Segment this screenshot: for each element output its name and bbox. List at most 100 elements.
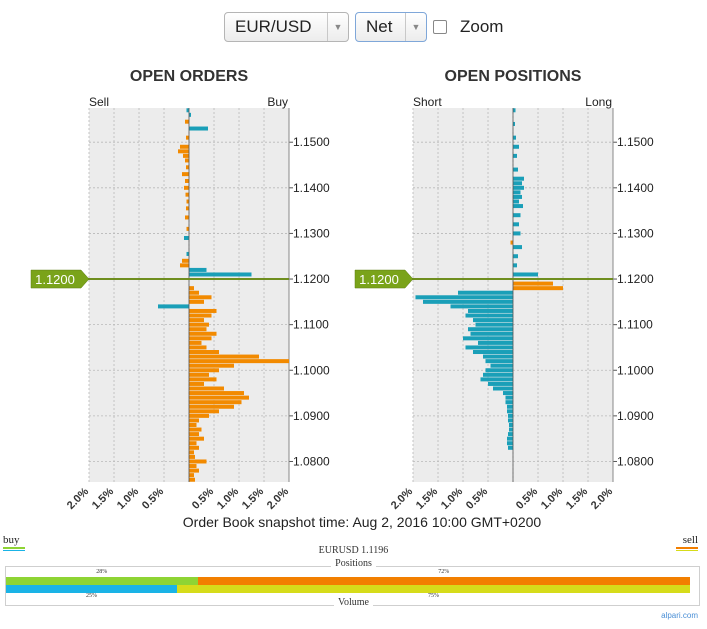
positions-bar <box>465 313 513 318</box>
orders-bar <box>189 445 199 450</box>
orders-bar <box>189 286 194 291</box>
orders-y-tick-label: 1.0900 <box>293 409 330 423</box>
positions-bar <box>480 377 513 382</box>
positions-bar <box>458 290 513 295</box>
chevron-down-icon[interactable]: ▼ <box>405 13 426 41</box>
orders-bar <box>189 413 209 418</box>
orders-bar <box>186 226 189 231</box>
positions-bar <box>507 404 513 409</box>
orders-bar <box>184 235 189 240</box>
positions-price-marker-label: 1.1200 <box>359 272 399 287</box>
positions-y-tick-label: 1.1000 <box>617 363 654 377</box>
orders-x-tick-label: 1.0% <box>115 485 141 511</box>
orders-bar <box>189 404 234 409</box>
positions-right-label: Long <box>585 95 612 109</box>
volume-sell-percent: 75% <box>428 593 439 599</box>
positions-x-tick-label: 2.0% <box>589 485 615 511</box>
positions-y-tick-label: 1.1500 <box>617 135 654 149</box>
positions-bar <box>513 167 518 172</box>
orders-y-tick-label: 1.1300 <box>293 226 330 240</box>
positions-x-tick-label: 1.0% <box>439 485 465 511</box>
positions-buy-percent: 28% <box>96 569 108 575</box>
order-book-charts: 1.0800 1.0900 1.1000 1.1100 1.1200 1.1300 1.14… <box>30 68 654 530</box>
mode-select[interactable]: Net ▼ <box>355 12 427 42</box>
orders-x-tick-label: 2.0% <box>65 485 91 511</box>
orders-bar <box>189 436 204 441</box>
positions-bar <box>510 240 513 245</box>
positions-x-tick-label: 1.0% <box>539 485 565 511</box>
positions-bar <box>505 395 513 400</box>
orders-bar <box>189 464 197 469</box>
orders-bar <box>189 354 259 359</box>
orders-bar <box>189 454 195 459</box>
positions-bar <box>493 386 513 391</box>
orders-bar <box>189 386 224 391</box>
orders-bar <box>189 409 219 414</box>
orders-bar <box>178 149 189 154</box>
orders-bar <box>189 377 217 382</box>
orders-price-marker <box>30 269 90 289</box>
positions-bar <box>513 176 524 181</box>
orders-bar <box>158 304 189 309</box>
positions-bar <box>465 345 513 350</box>
orders-bar <box>189 313 212 318</box>
positions-left-label: Short <box>413 95 442 109</box>
orders-bar <box>184 185 189 190</box>
positions-bar <box>423 299 513 304</box>
footer-link[interactable]: alpari.com <box>661 611 698 620</box>
orders-bar <box>189 400 242 405</box>
orders-y-tick-label: 1.1200 <box>293 272 330 286</box>
orders-bar <box>189 477 195 482</box>
positions-bar <box>508 445 513 450</box>
buy-legend-swatch-volume <box>3 550 25 551</box>
positions-bar <box>415 295 513 300</box>
orders-bar <box>189 363 234 368</box>
orders-bar <box>189 473 194 478</box>
positions-bar <box>513 281 553 286</box>
snapshot-time-label: Order Book snapshot time: Aug 2, 2016 10… <box>183 514 542 530</box>
orders-bar <box>189 318 204 323</box>
positions-bar <box>513 135 516 140</box>
zoom-label: Zoom <box>460 17 504 36</box>
orders-bar <box>186 251 189 256</box>
sell-legend: sell <box>676 534 698 551</box>
positions-bar <box>508 413 513 418</box>
positions-bar <box>463 336 513 341</box>
positions-bar <box>513 199 519 204</box>
sentiment-panel: buy sell EURUSD 1.1196 Positions Volume … <box>0 530 707 629</box>
positions-buy-bar <box>6 577 198 585</box>
buy-legend-swatch <box>3 547 25 549</box>
orders-bar <box>189 450 194 455</box>
orders-price-marker-label: 1.1200 <box>35 272 75 287</box>
orders-y-tick-label: 1.1000 <box>293 363 330 377</box>
positions-bar <box>513 231 521 236</box>
positions-bar <box>505 400 513 405</box>
orders-y-tick-label: 1.0800 <box>293 454 330 468</box>
positions-bar <box>478 340 513 345</box>
positions-x-tick-label: 1.5% <box>414 485 440 511</box>
orders-bar <box>189 299 204 304</box>
symbol-select-value: EUR/USD <box>235 17 312 36</box>
positions-bar <box>473 350 513 355</box>
orders-bar <box>189 441 197 446</box>
positions-bar <box>513 108 516 113</box>
positions-bar <box>507 436 513 441</box>
orders-bar <box>185 178 189 183</box>
orders-x-tick-label: 1.0% <box>215 485 241 511</box>
orders-bar <box>189 427 202 432</box>
positions-bar <box>485 359 513 364</box>
positions-bar <box>468 308 513 313</box>
zoom-checkbox[interactable] <box>433 20 447 34</box>
positions-bar <box>450 304 513 309</box>
volume-buy-percent: 25% <box>86 593 97 599</box>
chevron-down-icon[interactable]: ▼ <box>327 13 348 41</box>
positions-y-tick-label: 1.1400 <box>617 181 654 195</box>
symbol-select[interactable]: EUR/USD ▼ <box>224 12 349 42</box>
orders-bar <box>189 290 199 295</box>
orders-bar <box>189 395 249 400</box>
positions-bar <box>513 254 518 259</box>
positions-title: OPEN POSITIONS <box>445 68 582 85</box>
positions-bar <box>509 422 513 427</box>
positions-bar <box>508 432 513 437</box>
orders-bar <box>189 308 217 313</box>
